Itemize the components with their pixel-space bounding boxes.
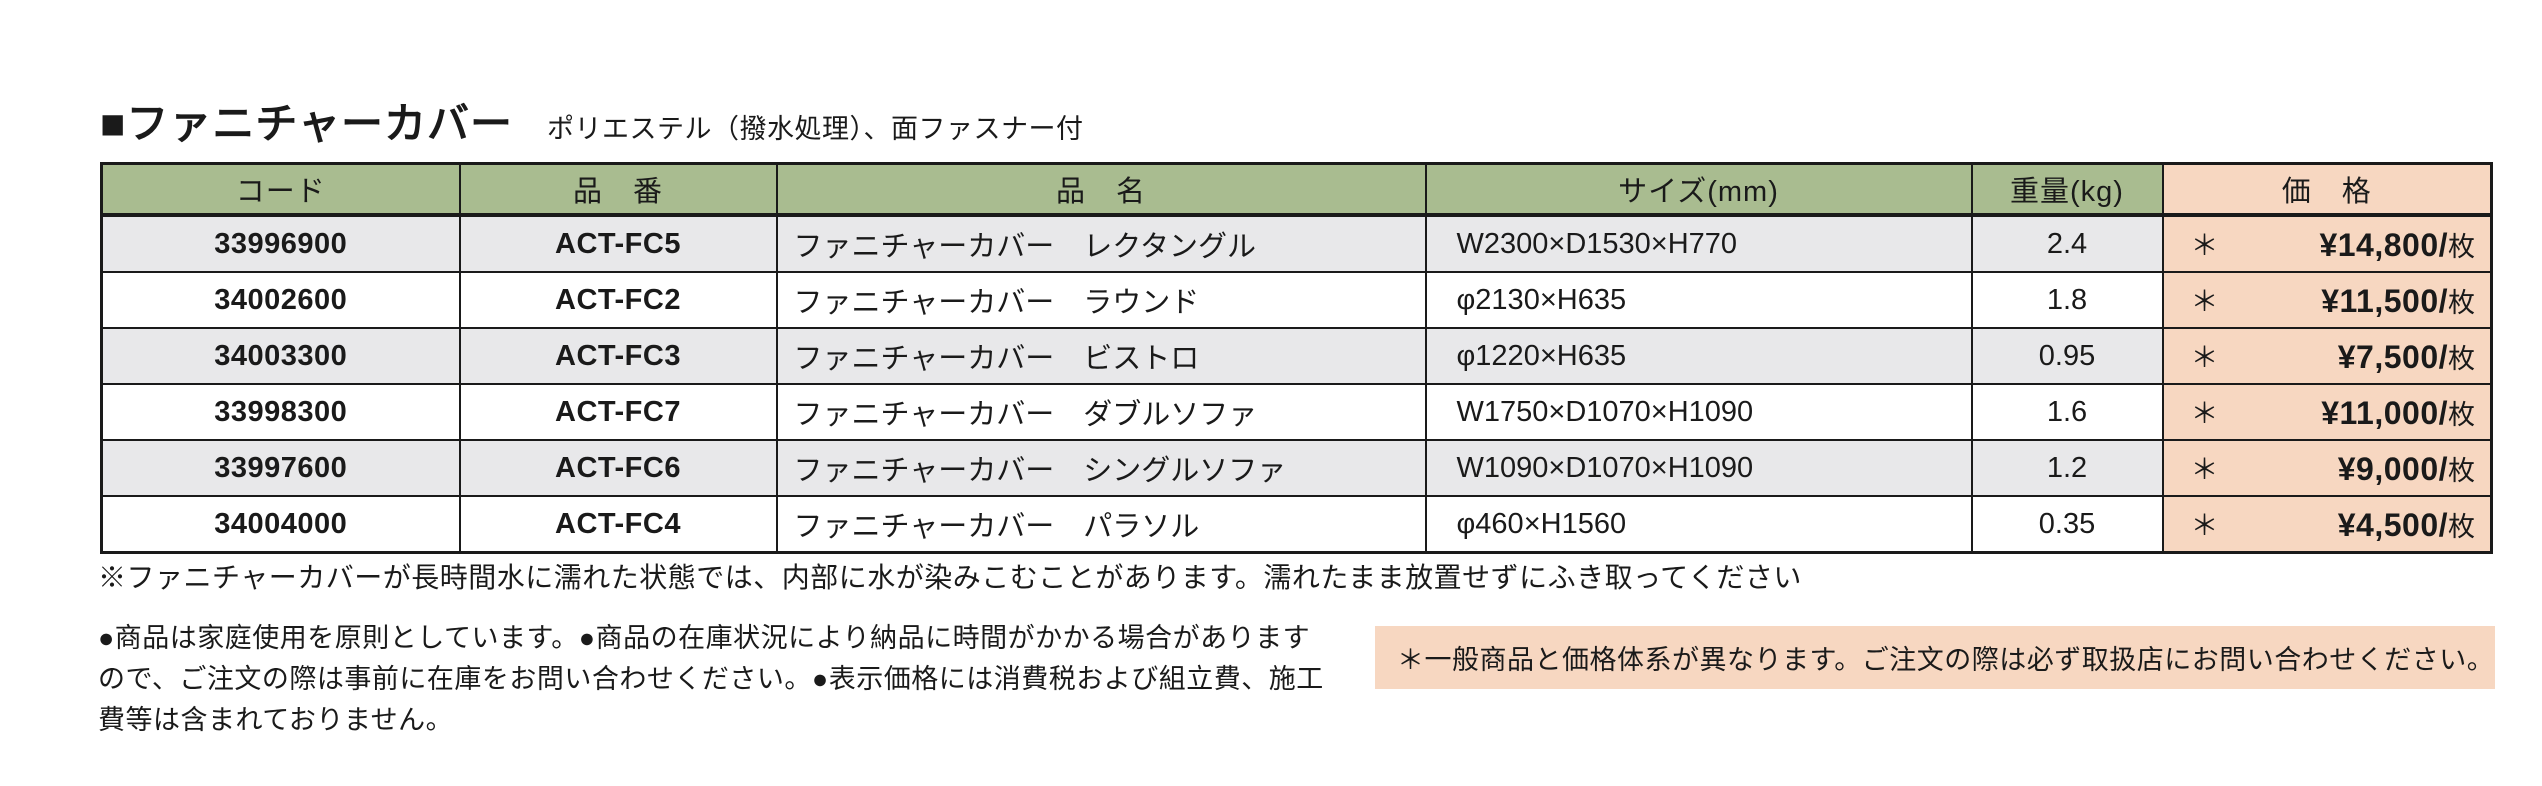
general-note-line: 費等は含まれておりません。 — [98, 705, 454, 735]
price-value: ¥7,500/枚 — [2337, 338, 2475, 375]
price-value: ¥11,000/枚 — [2321, 394, 2475, 431]
price-asterisk: ＊ — [2190, 286, 2219, 317]
price-value: ¥11,500/枚 — [2321, 282, 2475, 319]
price-inner: ＊ ¥4,500/枚 — [2165, 504, 2490, 544]
product-name-cell: ファニチャーカバー ダブルソファ — [775, 383, 1427, 441]
code-cell: 34003300 — [100, 327, 461, 385]
header-weight: 重量(kg) — [1970, 162, 2164, 217]
code-cell: 33996900 — [100, 214, 461, 273]
weight-cell: 0.35 — [1970, 495, 2164, 554]
weight-cell: 1.6 — [1970, 383, 2164, 441]
price-asterisk: ＊ — [2190, 510, 2219, 541]
price-inner: ＊ ¥11,500/枚 — [2165, 280, 2490, 320]
price-value: ¥14,800/枚 — [2319, 226, 2475, 263]
header-code: コード — [100, 162, 461, 217]
price-inner: ＊ ¥7,500/枚 — [2165, 336, 2490, 376]
table-row: 34004000 ACT-FC4 ファニチャーカバー パラソル φ460×H15… — [100, 495, 2493, 554]
title-text: ファニチャーカバー — [126, 100, 513, 147]
part-no-cell: ACT-FC4 — [458, 495, 778, 554]
part-no-cell: ACT-FC7 — [458, 383, 778, 441]
table-row: 33998300 ACT-FC7 ファニチャーカバー ダブルソファ W1750×… — [100, 383, 2493, 441]
price-cell: ＊ ¥7,500/枚 — [2161, 327, 2493, 385]
part-no-cell: ACT-FC2 — [458, 271, 778, 329]
size-cell: W2300×D1530×H770 — [1424, 214, 1973, 273]
size-cell: φ1220×H635 — [1424, 327, 1973, 385]
product-name-cell: ファニチャーカバー ビストロ — [775, 327, 1427, 385]
price-inner: ＊ ¥9,000/枚 — [2165, 448, 2490, 488]
price-inner: ＊ ¥14,800/枚 — [2165, 224, 2490, 264]
code-cell: 33997600 — [100, 439, 461, 497]
product-name-cell: ファニチャーカバー レクタングル — [775, 214, 1427, 273]
weight-cell: 1.8 — [1970, 271, 2164, 329]
weight-cell: 2.4 — [1970, 214, 2164, 273]
header-price: 価 格 — [2161, 162, 2493, 217]
part-no-cell: ACT-FC6 — [458, 439, 778, 497]
price-cell: ＊ ¥9,000/枚 — [2161, 439, 2493, 497]
table-row: 33996900 ACT-FC5 ファニチャーカバー レクタングル W2300×… — [100, 214, 2493, 273]
section-subtitle: ポリエステル（撥水処理）、面ファスナー付 — [546, 114, 1084, 144]
general-note-line: ●商品は家庭使用を原則としています。●商品の在庫状況により納品に時間がかかる場合… — [98, 623, 1311, 653]
weight-cell: 1.2 — [1970, 439, 2164, 497]
product-name-cell: ファニチャーカバー パラソル — [775, 495, 1427, 554]
header-part-no: 品 番 — [458, 162, 778, 217]
size-cell: φ2130×H635 — [1424, 271, 1973, 329]
price-cell: ＊ ¥11,000/枚 — [2161, 383, 2493, 441]
general-notes: ●商品は家庭使用を原則としています。●商品の在庫状況により納品に時間がかかる場合… — [98, 618, 1324, 741]
price-cell: ＊ ¥11,500/枚 — [2161, 271, 2493, 329]
size-cell: W1090×D1070×H1090 — [1424, 439, 1973, 497]
code-cell: 34002600 — [100, 271, 461, 329]
size-cell: φ460×H1560 — [1424, 495, 1973, 554]
part-no-cell: ACT-FC5 — [458, 214, 778, 273]
title-square-marker: ■ — [100, 100, 127, 147]
price-value: ¥9,000/枚 — [2337, 450, 2475, 487]
table-row: 34003300 ACT-FC3 ファニチャーカバー ビストロ φ1220×H6… — [100, 327, 2493, 385]
price-asterisk: ＊ — [2190, 398, 2219, 429]
header-name: 品 名 — [775, 162, 1427, 217]
table-row: 34002600 ACT-FC2 ファニチャーカバー ラウンド φ2130×H6… — [100, 271, 2493, 329]
table-row: 33997600 ACT-FC6 ファニチャーカバー シングルソファ W1090… — [100, 439, 2493, 497]
price-asterisk: ＊ — [2190, 230, 2219, 261]
price-value: ¥4,500/枚 — [2337, 506, 2475, 543]
price-notice-box: ＊一般商品と価格体系が異なります。ご注文の際は必ず取扱店にお問い合わせください。 — [1375, 626, 2495, 689]
size-cell: W1750×D1070×H1090 — [1424, 383, 1973, 441]
section-title: ■ファニチャーカバー — [100, 100, 513, 148]
header-size: サイズ(mm) — [1424, 162, 1973, 217]
price-inner: ＊ ¥11,000/枚 — [2165, 392, 2490, 432]
price-cell: ＊ ¥14,800/枚 — [2161, 214, 2493, 273]
table-header-row: コード 品 番 品 名 サイズ(mm) 重量(kg) 価 格 — [100, 162, 2493, 217]
general-note-line: ので、ご注文の際は事前に在庫をお問い合わせください。●表示価格には消費税および組… — [98, 664, 1324, 694]
product-name-cell: ファニチャーカバー シングルソファ — [775, 439, 1427, 497]
product-name-cell: ファニチャーカバー ラウンド — [775, 271, 1427, 329]
price-asterisk: ＊ — [2190, 342, 2219, 373]
weight-cell: 0.95 — [1970, 327, 2164, 385]
product-table: コード 品 番 品 名 サイズ(mm) 重量(kg) 価 格 33996900 … — [100, 162, 2493, 554]
part-no-cell: ACT-FC3 — [458, 327, 778, 385]
section-title-row: ■ファニチャーカバー ポリエステル（撥水処理）、面ファスナー付 — [100, 100, 1083, 148]
code-cell: 34004000 — [100, 495, 461, 554]
price-asterisk: ＊ — [2190, 454, 2219, 485]
code-cell: 33998300 — [100, 383, 461, 441]
price-cell: ＊ ¥4,500/枚 — [2161, 495, 2493, 554]
table-footnote: ※ファニチャーカバーが長時間水に濡れた状態では、内部に水が染みこむことがあります… — [98, 562, 1802, 593]
